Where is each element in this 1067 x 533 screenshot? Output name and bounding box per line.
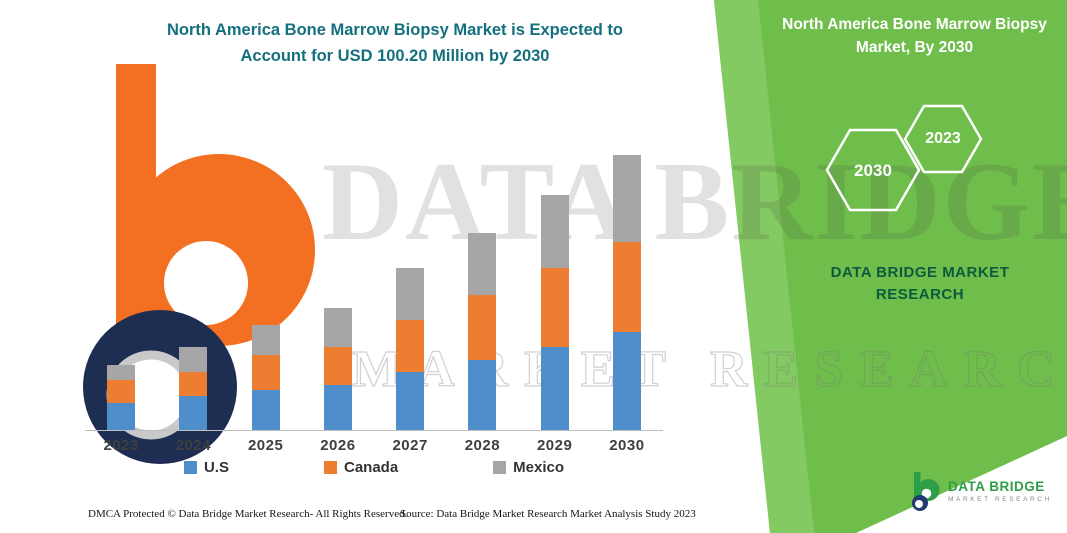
- legend-label: U.S: [203, 459, 229, 476]
- bar-segment-mexico-2024: [179, 346, 208, 372]
- bar-segment-us-2028: [468, 360, 497, 430]
- stacked-bar-2023: [107, 364, 136, 430]
- x-axis-label-2028: 2028: [464, 437, 501, 454]
- x-axis-label-2030: 2030: [609, 437, 645, 454]
- legend-swatch-icon: [183, 461, 197, 474]
- x-axis-label-2026: 2026: [320, 437, 356, 454]
- bar-segment-mexico-2027: [396, 268, 425, 320]
- bar-segment-canada-2029: [540, 268, 569, 348]
- page-title-line1: North America Bone Marrow Biopsy Market …: [167, 21, 623, 39]
- bar-segment-canada-2025: [251, 354, 280, 390]
- bar-slot-2024: [157, 140, 229, 430]
- bar-slot-2028: [446, 140, 518, 430]
- bar-segment-us-2024: [179, 396, 208, 430]
- logo-bowl-hole: [164, 241, 248, 325]
- x-axis-label-2024: 2024: [175, 437, 212, 454]
- chart-legend: U.S Canada Mexico: [85, 459, 663, 476]
- logo-corner-cutout: [856, 436, 1067, 533]
- bar-segment-us-2026: [323, 385, 352, 430]
- dmca-notice: DMCA Protected © Data Bridge Market Rese…: [88, 508, 408, 520]
- legend-swatch-icon: [323, 461, 337, 474]
- legend-label: Canada: [343, 459, 399, 476]
- bars-container: [85, 140, 663, 430]
- legend-swatch-icon: [493, 461, 507, 474]
- bar-segment-us-2029: [540, 347, 569, 430]
- green-panel-stripe: [714, 0, 814, 533]
- stacked-bar-2028: [468, 232, 497, 430]
- x-axis-label-2023: 2023: [103, 437, 139, 454]
- bar-slot-2026: [302, 140, 374, 430]
- stacked-bar-2026: [323, 307, 352, 430]
- databridge-logo-text: DATA BRIDGE MARKET RESEARCH: [948, 479, 1052, 503]
- bar-slot-2023: [85, 140, 157, 430]
- bar-segment-canada-2027: [396, 319, 425, 373]
- legend-label: Mexico: [513, 459, 565, 476]
- x-axis-label-2027: 2027: [392, 437, 428, 454]
- source-note: Source: Data Bridge Market Research Mark…: [400, 508, 696, 520]
- x-axis-labels: 2023 2024 2025 2026 2027 2028 2029 2030: [85, 437, 663, 454]
- bar-segment-canada-2026: [323, 346, 352, 385]
- databridge-logo-name: DATA BRIDGE: [948, 479, 1045, 494]
- stacked-bar-2029: [540, 195, 569, 430]
- databridge-footer-logo: DATA BRIDGE MARKET RESEARCH: [908, 470, 1052, 512]
- databridge-logo-icon: [912, 472, 940, 511]
- bar-segment-us-2030: [612, 332, 641, 430]
- stacked-bar-2027: [396, 268, 425, 430]
- bar-segment-mexico-2026: [323, 307, 352, 347]
- legend-item-us: U.S: [183, 459, 229, 476]
- bar-slot-2025: [230, 140, 302, 430]
- databridge-logo-tagline: MARKET RESEARCH: [948, 496, 1052, 503]
- stacked-bar-2030: [612, 155, 641, 430]
- bar-segment-mexico-2028: [468, 232, 497, 295]
- bar-segment-mexico-2030: [612, 155, 641, 242]
- bar-segment-mexico-2029: [540, 195, 569, 269]
- bar-segment-us-2025: [251, 389, 280, 430]
- bar-segment-canada-2030: [612, 242, 641, 332]
- bar-segment-mexico-2025: [251, 324, 280, 355]
- bar-chart-plot: [85, 140, 663, 431]
- bar-segment-mexico-2023: [107, 364, 136, 381]
- bar-segment-canada-2023: [107, 380, 136, 404]
- bar-slot-2029: [519, 140, 591, 430]
- bar-segment-us-2023: [107, 403, 136, 430]
- legend-item-canada: Canada: [323, 459, 399, 476]
- page-title: North America Bone Marrow Biopsy Market …: [110, 18, 680, 69]
- bar-slot-2027: [374, 140, 446, 430]
- stacked-bar-2025: [251, 324, 280, 430]
- legend-item-mexico: Mexico: [493, 459, 564, 476]
- stacked-bar-2024: [179, 346, 208, 430]
- bar-segment-canada-2028: [468, 294, 497, 360]
- bar-slot-2030: [591, 140, 663, 430]
- x-axis-label-2025: 2025: [247, 437, 284, 454]
- page-title-line2: Account for USD 100.20 Million by 2030: [240, 46, 550, 65]
- bar-segment-canada-2024: [179, 371, 208, 396]
- bar-segment-us-2027: [396, 372, 425, 430]
- x-axis-label-2029: 2029: [536, 437, 573, 454]
